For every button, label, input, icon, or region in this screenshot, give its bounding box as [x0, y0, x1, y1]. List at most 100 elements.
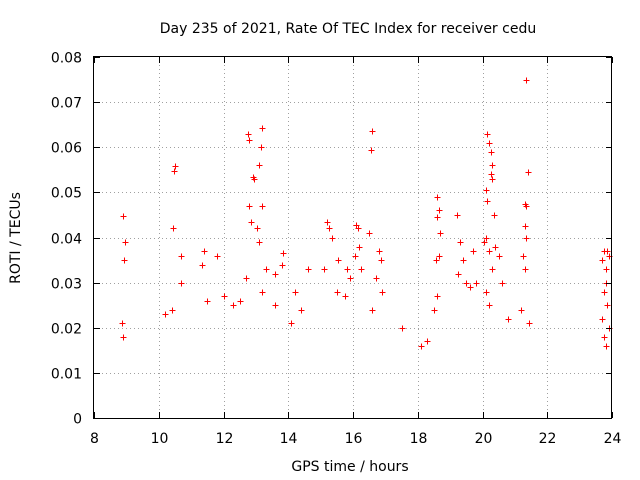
y-axis-title: ROTI / TECUs [8, 192, 24, 284]
x-tick-label: 8 [90, 431, 99, 447]
data-point-marker [221, 293, 228, 300]
data-point-marker [436, 207, 443, 214]
data-point-marker [251, 176, 258, 183]
data-point-marker [418, 343, 425, 350]
data-point-marker [335, 257, 342, 264]
y-axis-ticks: 0 0.01 0.02 0.03 0.04 0.05 0.06 0.07 0.08 [51, 51, 612, 428]
data-point-marker [369, 307, 376, 314]
chart-title: Day 235 of 2021, Rate Of TEC Index for r… [160, 21, 536, 37]
data-point-marker [424, 338, 431, 345]
x-tick-label: 16 [345, 431, 363, 447]
data-point-marker [259, 289, 266, 296]
data-point-marker [171, 168, 178, 175]
data-point-marker [172, 163, 179, 170]
data-point-marker [601, 289, 608, 296]
data-point-marker [437, 230, 444, 237]
data-point-marker [256, 162, 263, 169]
data-point-marker [162, 311, 169, 318]
data-point-marker [321, 266, 328, 273]
data-point-marker [324, 219, 331, 226]
data-point-marker [436, 253, 443, 260]
data-markers [119, 77, 613, 350]
data-point-marker [298, 307, 305, 314]
data-point-marker [355, 225, 362, 232]
data-point-marker [122, 239, 129, 246]
data-point-marker [486, 248, 493, 255]
data-point-marker [119, 320, 126, 327]
x-tick-label: 14 [280, 431, 298, 447]
data-point-marker [342, 293, 349, 300]
data-point-marker [344, 266, 351, 273]
data-point-marker [467, 284, 474, 291]
data-point-marker [522, 266, 529, 273]
data-point-marker [492, 244, 499, 251]
data-point-marker [199, 262, 206, 269]
data-point-marker [470, 248, 477, 255]
x-tick-label: 20 [475, 431, 493, 447]
data-point-marker [237, 298, 244, 305]
data-point-marker [489, 176, 496, 183]
data-point-marker [356, 244, 363, 251]
data-point-marker [376, 248, 383, 255]
data-point-marker [599, 257, 606, 264]
data-point-marker [178, 280, 185, 287]
x-tick-label: 18 [410, 431, 428, 447]
x-tick-label: 24 [604, 431, 622, 447]
x-tick-label: 12 [216, 431, 234, 447]
data-point-marker [431, 307, 438, 314]
data-point-marker [305, 266, 312, 273]
data-point-marker [463, 280, 470, 287]
data-point-marker [604, 302, 611, 309]
data-point-marker [230, 302, 237, 309]
data-point-marker [369, 128, 376, 135]
data-point-marker [246, 137, 253, 144]
data-point-marker [496, 253, 503, 260]
data-point-marker [483, 289, 490, 296]
grid-lines [94, 57, 612, 418]
data-point-marker [523, 203, 530, 210]
data-point-marker [505, 316, 512, 323]
data-point-marker [368, 147, 375, 154]
data-point-marker [526, 320, 533, 327]
data-point-marker [201, 248, 208, 255]
data-point-marker [488, 149, 495, 156]
data-point-marker [292, 289, 299, 296]
data-point-marker [488, 171, 495, 178]
data-point-marker [358, 266, 365, 273]
data-point-marker [246, 203, 253, 210]
data-point-marker [254, 225, 261, 232]
data-point-marker [178, 253, 185, 260]
data-point-marker [248, 219, 255, 226]
data-point-marker [280, 250, 287, 257]
data-point-marker [272, 302, 279, 309]
data-point-marker [486, 302, 493, 309]
data-point-marker [214, 253, 221, 260]
data-point-marker [259, 125, 266, 132]
data-point-marker [329, 235, 336, 242]
y-tick-label: 0.04 [51, 232, 82, 248]
data-point-marker [259, 203, 266, 210]
data-point-marker [454, 212, 461, 219]
data-point-marker [603, 266, 610, 273]
y-tick-label: 0.02 [51, 322, 82, 338]
data-point-marker [518, 307, 525, 314]
data-point-marker [399, 325, 406, 332]
data-point-marker [604, 248, 611, 255]
y-tick-label: 0 [73, 412, 82, 428]
data-point-marker [599, 316, 606, 323]
data-point-marker [481, 239, 488, 246]
data-point-marker [489, 266, 496, 273]
data-point-marker [603, 343, 610, 350]
plot-frame [93, 56, 612, 419]
data-point-marker [263, 266, 270, 273]
data-point-marker [484, 131, 491, 138]
data-point-marker [352, 253, 359, 260]
data-point-marker [288, 320, 295, 327]
data-point-marker [473, 280, 480, 287]
y-tick-label: 0.03 [51, 277, 82, 293]
data-point-marker [489, 162, 496, 169]
data-point-marker [366, 230, 373, 237]
x-tick-label: 22 [539, 431, 557, 447]
data-point-marker [378, 257, 385, 264]
